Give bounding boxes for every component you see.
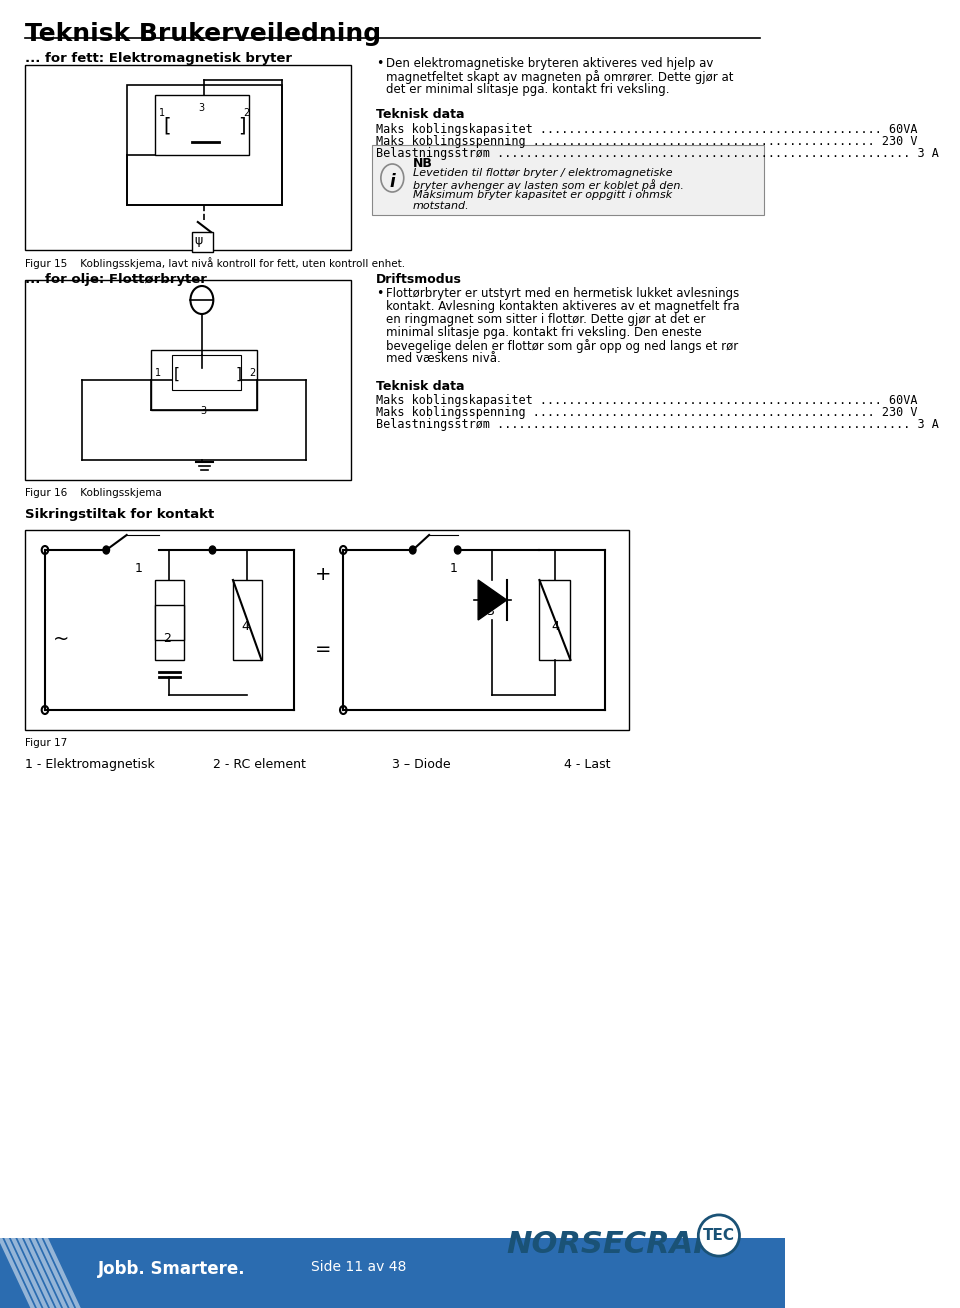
Text: ~: ~ [53, 630, 69, 649]
Text: Maks koblingsspenning ................................................ 230 V: Maks koblingsspenning ..................… [376, 405, 918, 419]
Text: Teknisk Brukerveiledning: Teknisk Brukerveiledning [25, 22, 381, 46]
Text: ... for olje: Flottørbryter: ... for olje: Flottørbryter [25, 273, 206, 286]
Bar [540, 579, 570, 661]
Text: 1: 1 [156, 368, 161, 378]
Text: NORSECRAFT: NORSECRAFT [507, 1230, 735, 1260]
Text: ... for fett: Elektromagnetisk bryter: ... for fett: Elektromagnetisk bryter [25, 52, 292, 65]
Polygon shape [478, 579, 507, 620]
Text: [: [ [163, 116, 171, 136]
Bar [156, 579, 184, 661]
Bar [192, 232, 213, 252]
Text: 1: 1 [135, 562, 143, 576]
Text: =: = [315, 640, 331, 659]
Text: kontakt. Avlesning kontakten aktiveres av et magnetfelt fra: kontakt. Avlesning kontakten aktiveres a… [386, 300, 739, 313]
Bar [25, 530, 630, 730]
Text: Maksimum bryter kapasitet er oppgitt i ohmsk: Maksimum bryter kapasitet er oppgitt i o… [413, 190, 672, 200]
Text: Jobb. Smartere.: Jobb. Smartere. [98, 1260, 246, 1278]
Bar [127, 85, 282, 205]
Text: ψ: ψ [195, 234, 203, 247]
Text: 2: 2 [163, 632, 172, 645]
Bar [25, 65, 351, 250]
Text: i: i [390, 173, 396, 191]
Text: magnetfeltet skapt av magneten på omrører. Dette gjør at: magnetfeltet skapt av magneten på omrøre… [386, 71, 733, 84]
Text: bevegelige delen er flottør som går opp og ned langs et rør: bevegelige delen er flottør som går opp … [386, 339, 738, 353]
Circle shape [454, 545, 461, 555]
Text: Maks koblingsspenning ................................................ 230 V: Maks koblingsspenning ..................… [376, 135, 918, 148]
Text: 3: 3 [199, 103, 204, 112]
Text: Maks koblingskapasitet ................................................ 60VA: Maks koblingskapasitet .................… [376, 394, 918, 407]
Text: det er minimal slitasje pga. kontakt fri veksling.: det er minimal slitasje pga. kontakt fri… [386, 82, 669, 95]
Text: med væskens nivå.: med væskens nivå. [386, 352, 500, 365]
Text: 2: 2 [244, 109, 250, 118]
Circle shape [209, 545, 216, 555]
Text: 2: 2 [250, 368, 255, 378]
Text: Driftsmodus: Driftsmodus [376, 273, 462, 286]
Circle shape [410, 545, 416, 555]
Text: 2 - RC element: 2 - RC element [212, 759, 305, 770]
Text: en ringmagnet som sitter i flottør. Dette gjør at det er: en ringmagnet som sitter i flottør. Dett… [386, 313, 706, 326]
Text: Figur 17: Figur 17 [25, 738, 67, 748]
Text: Flottørbryter er utstyrt med en hermetisk lukket avlesnings: Flottørbryter er utstyrt med en hermetis… [386, 286, 739, 300]
Text: [: [ [173, 368, 180, 382]
Bar [25, 280, 351, 480]
Circle shape [103, 545, 109, 555]
Bar [156, 95, 250, 156]
Text: ]: ] [238, 116, 246, 136]
Bar [233, 579, 261, 661]
Text: Sikringstiltak for kontakt: Sikringstiltak for kontakt [25, 508, 214, 521]
Text: 4 - Last: 4 - Last [564, 759, 611, 770]
Text: Levetiden til flottør bryter / elektromagnetiske: Levetiden til flottør bryter / elektroma… [413, 167, 672, 178]
Bar [0, 1237, 784, 1308]
Text: 1 - Elektromagnetisk: 1 - Elektromagnetisk [25, 759, 155, 770]
Text: TEC: TEC [703, 1228, 735, 1243]
Text: •: • [376, 286, 383, 300]
Text: NB: NB [413, 157, 433, 170]
Text: ]: ] [235, 368, 241, 382]
Text: minimal slitasje pga. kontakt fri veksling. Den eneste: minimal slitasje pga. kontakt fri veksli… [386, 326, 702, 339]
Text: 4: 4 [241, 620, 250, 633]
Text: 1: 1 [449, 562, 458, 576]
Text: 3 – Diode: 3 – Diode [393, 759, 451, 770]
Bar [172, 354, 241, 390]
Text: 3: 3 [487, 606, 494, 617]
Bar [372, 145, 764, 215]
Text: 4: 4 [552, 620, 560, 633]
Text: 3: 3 [201, 405, 206, 416]
Text: Den elektromagnetiske bryteren aktiveres ved hjelp av: Den elektromagnetiske bryteren aktiveres… [386, 58, 713, 71]
Text: Belastningsstrøm .......................................................... 3 A: Belastningsstrøm .......................… [376, 146, 939, 160]
Text: bryter avhenger av lasten som er koblet på den.: bryter avhenger av lasten som er koblet … [413, 179, 684, 191]
Text: Side 11 av 48: Side 11 av 48 [311, 1260, 406, 1274]
Text: Maks koblingskapasitet ................................................ 60VA: Maks koblingskapasitet .................… [376, 123, 918, 136]
Bar [152, 351, 257, 409]
Text: +: + [315, 565, 331, 583]
Bar [156, 606, 184, 640]
Text: motstand.: motstand. [413, 201, 469, 211]
Text: Figur 16    Koblingsskjema: Figur 16 Koblingsskjema [25, 488, 161, 498]
Text: Teknisk data: Teknisk data [376, 381, 465, 392]
Text: 1: 1 [158, 109, 165, 118]
Text: •: • [376, 58, 383, 71]
Text: Teknisk data: Teknisk data [376, 109, 465, 122]
Text: Belastningsstrøm .......................................................... 3 A: Belastningsstrøm .......................… [376, 419, 939, 432]
Text: Figur 15    Koblingsskjema, lavt nivå kontroll for fett, uten kontroll enhet.: Figur 15 Koblingsskjema, lavt nivå kontr… [25, 256, 405, 269]
